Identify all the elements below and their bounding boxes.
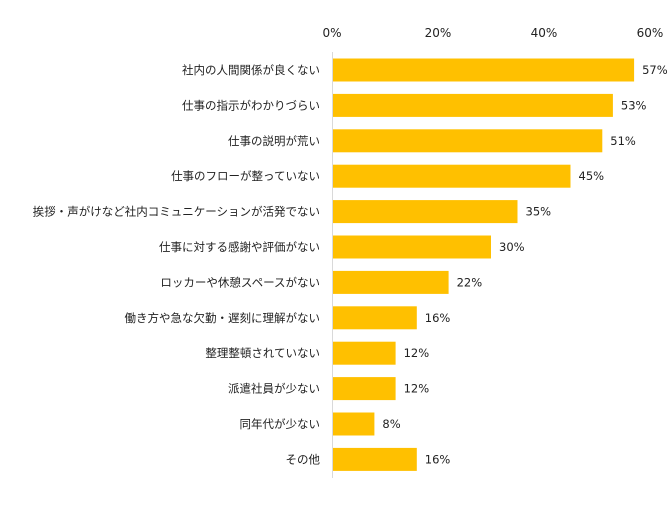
data-label: 45%	[579, 169, 605, 183]
x-tick-label: 20%	[425, 26, 452, 40]
bar	[333, 270, 449, 294]
category-label: 整理整頓されていない	[205, 346, 320, 360]
category-label: ロッカーや休憩スペースがない	[160, 275, 320, 289]
category-label: 仕事の指示がわかりづらい	[182, 98, 320, 112]
bar	[333, 235, 491, 259]
bar	[333, 377, 396, 401]
bar	[333, 447, 417, 471]
data-label: 8%	[382, 417, 400, 431]
category-label: 仕事に対する感謝や評価がない	[159, 240, 320, 254]
x-tick-label: 60%	[637, 26, 664, 40]
category-label: 派遣社員が少ない	[228, 382, 320, 396]
data-label: 30%	[499, 240, 525, 254]
bar	[333, 164, 571, 188]
bars	[333, 58, 635, 471]
bar	[333, 306, 417, 330]
data-label: 51%	[610, 134, 636, 148]
data-label: 12%	[404, 382, 430, 396]
data-label: 16%	[425, 311, 451, 325]
bar	[333, 412, 375, 436]
bar	[333, 129, 603, 153]
data-label: 35%	[526, 205, 552, 219]
category-labels: 社内の人間関係が良くない仕事の指示がわかりづらい仕事の説明が荒い仕事のフローが整…	[33, 63, 321, 466]
bar	[333, 58, 635, 82]
x-tick-label: 40%	[531, 26, 558, 40]
bar	[333, 93, 613, 117]
data-label: 16%	[425, 452, 451, 466]
x-tick-label: 0%	[322, 26, 341, 40]
x-tick-labels: 0% 20% 40% 60%	[322, 26, 663, 40]
category-label: 働き方や急な欠勤・遅刻に理解がない	[125, 311, 321, 325]
category-label: 同年代が少ない	[240, 417, 321, 431]
category-label: 挨拶・声がけなど社内コミュニケーションが活発でない	[33, 205, 320, 219]
category-label: その他	[286, 452, 321, 466]
data-label: 12%	[404, 346, 430, 360]
data-label: 22%	[457, 275, 483, 289]
bar	[333, 200, 518, 224]
category-label: 仕事の説明が荒い	[228, 134, 320, 148]
bar	[333, 341, 396, 365]
data-label: 57%	[642, 63, 668, 77]
category-label: 仕事のフローが整っていない	[171, 169, 320, 183]
category-label: 社内の人間関係が良くない	[182, 63, 320, 77]
data-label: 53%	[621, 98, 647, 112]
value-labels: 57% 53% 51% 45% 35% 30% 22% 16% 12% 12% 8% 16%	[382, 63, 667, 466]
